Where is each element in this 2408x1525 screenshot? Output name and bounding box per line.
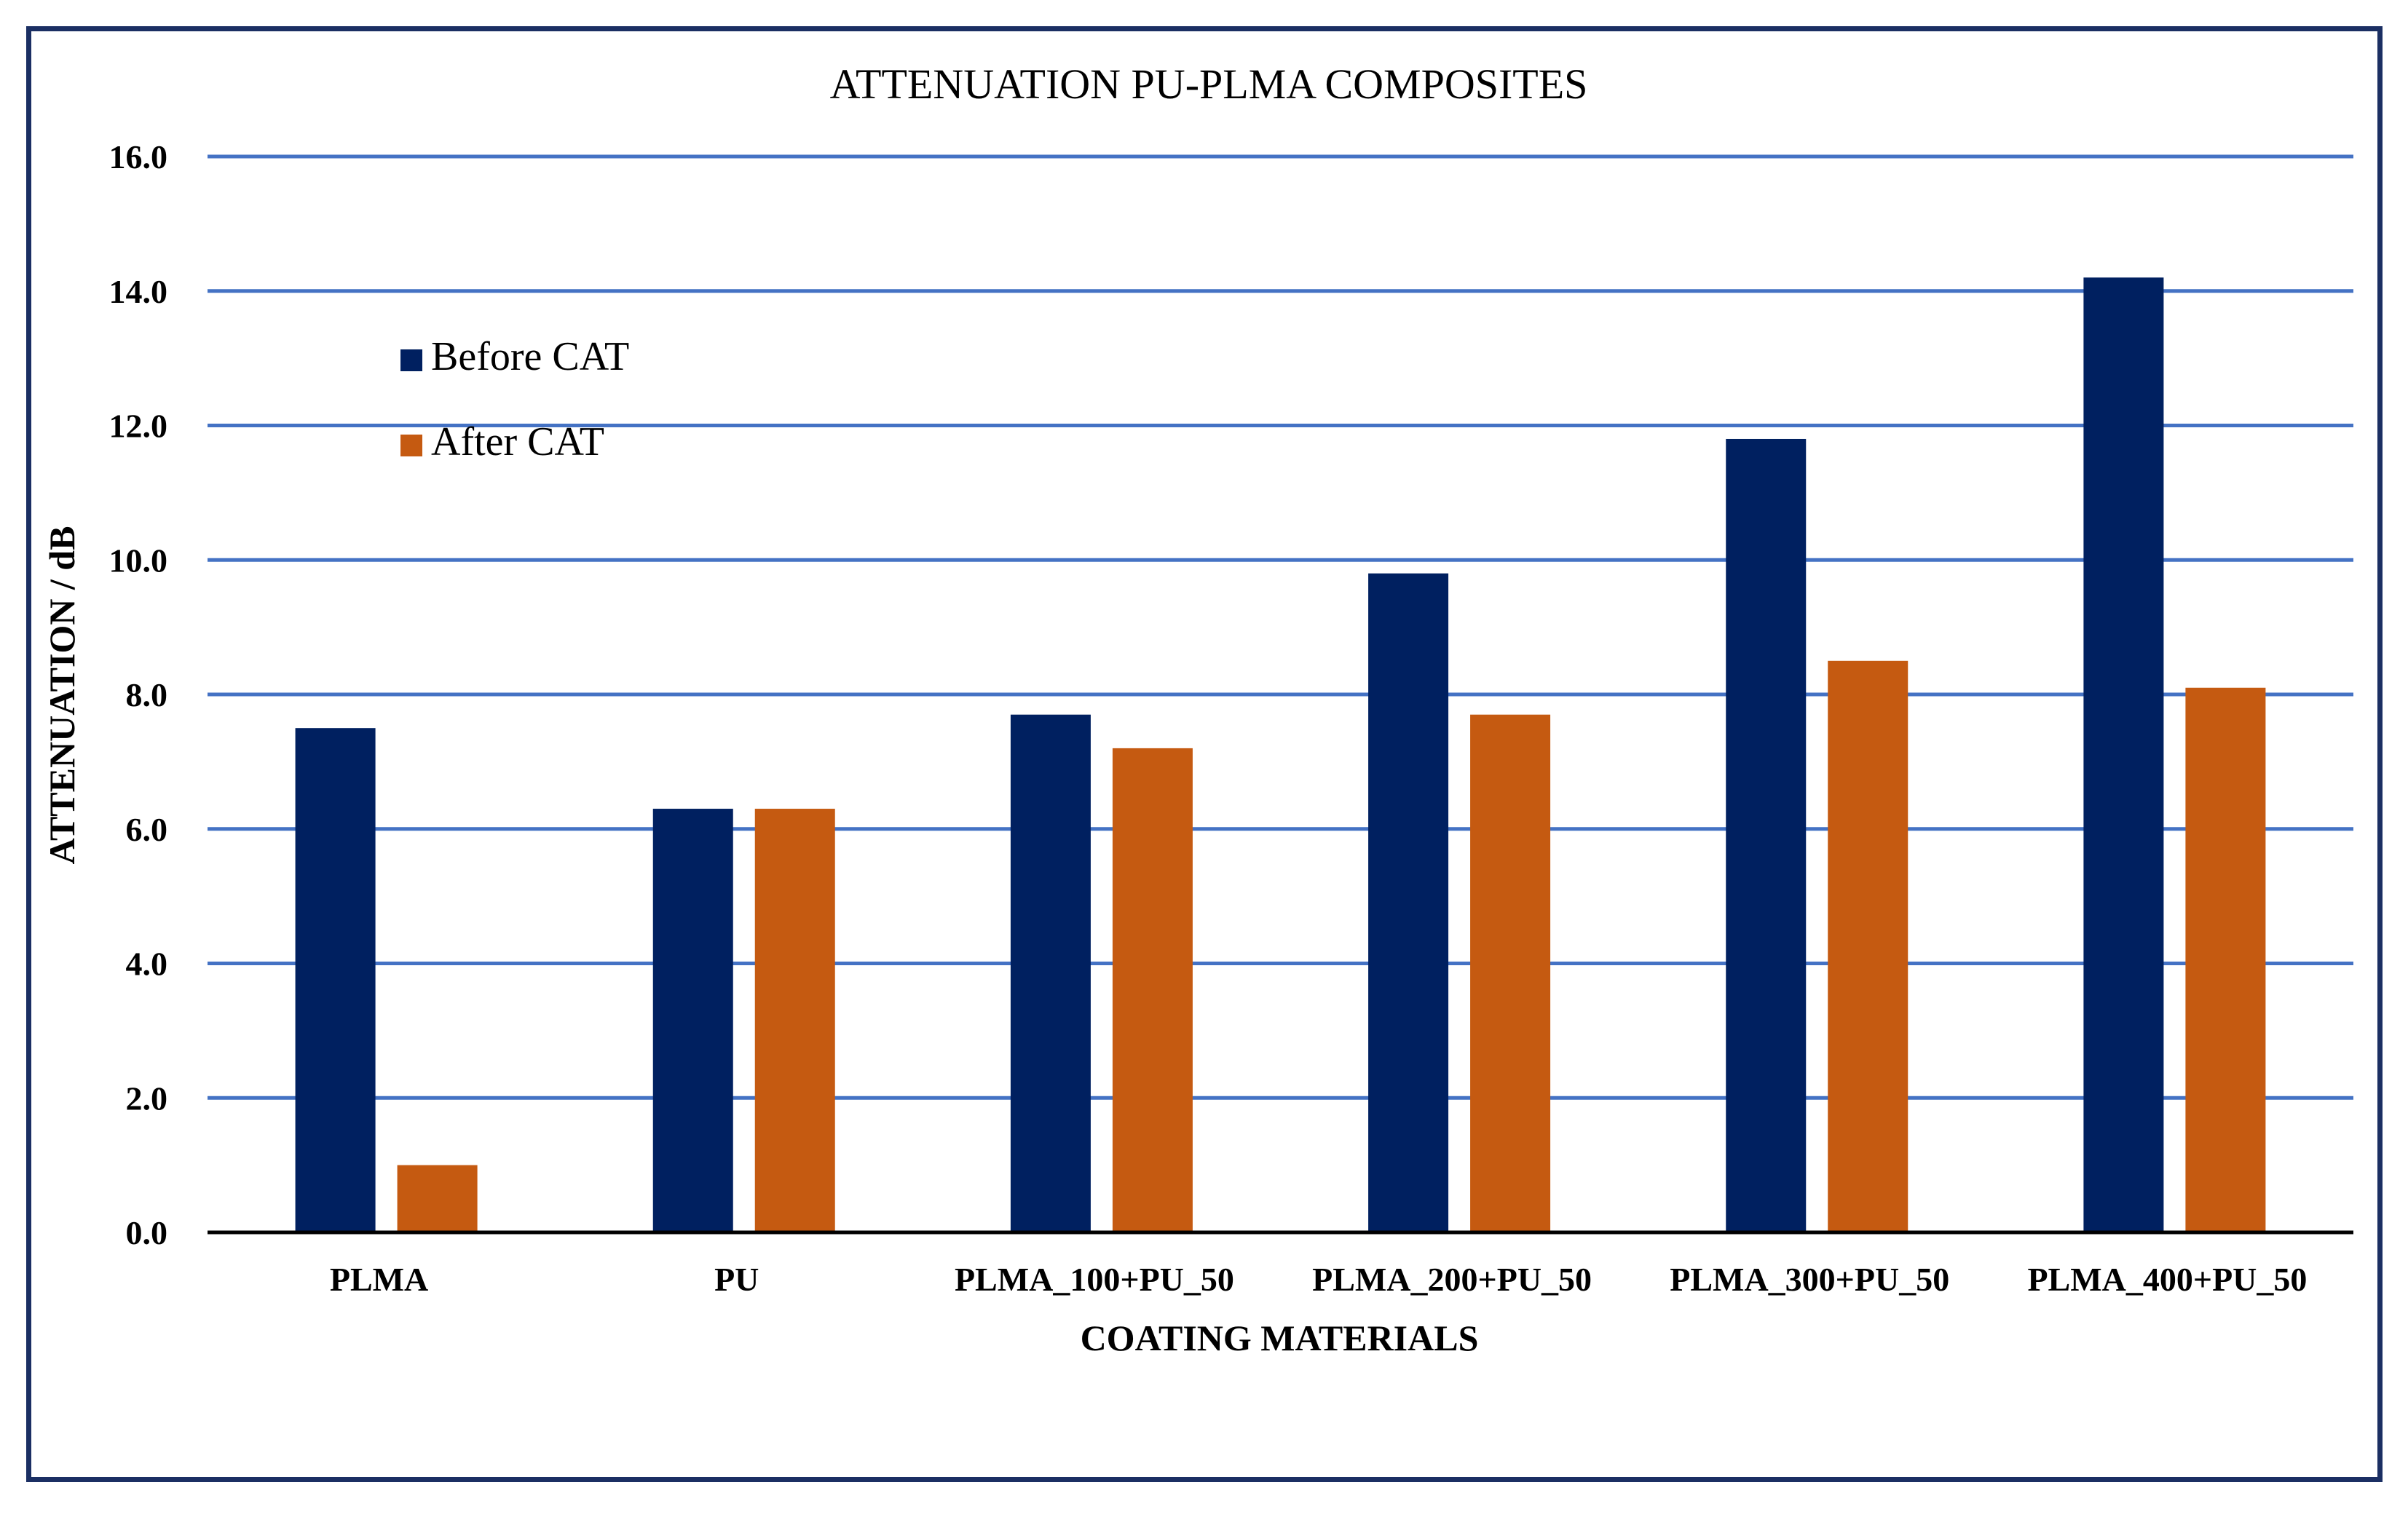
y-tick-label: 14.0 xyxy=(109,273,168,310)
x-tick-label: PU xyxy=(714,1261,759,1298)
bar-after-2 xyxy=(1112,748,1193,1232)
bar-before-1 xyxy=(652,809,733,1232)
y-tick-label: 8.0 xyxy=(126,676,168,713)
bars xyxy=(295,277,2266,1232)
chart-title: ATTENUATION PU-PLMA COMPOSITES xyxy=(830,60,1588,108)
bar-before-0 xyxy=(295,728,376,1232)
legend: Before CAT After CAT xyxy=(400,334,629,464)
legend-swatch xyxy=(400,435,422,456)
bar-after-5 xyxy=(2185,687,2266,1232)
bar-after-3 xyxy=(1470,714,1551,1232)
y-tick-label: 0.0 xyxy=(126,1214,168,1251)
y-tick-label: 2.0 xyxy=(126,1080,168,1117)
gridlines xyxy=(208,154,2353,1100)
y-tick-label: 12.0 xyxy=(109,408,168,445)
y-axis-label: ATTENUATION / dB xyxy=(42,526,82,865)
x-tick-label: PLMA_400+PU_50 xyxy=(2027,1261,2307,1298)
x-axis-label: COATING MATERIALS xyxy=(1081,1318,1479,1358)
bar-before-5 xyxy=(2083,277,2164,1232)
bar-before-2 xyxy=(1010,714,1091,1232)
y-axis-ticks: 0.0 2.0 4.0 6.0 8.0 10.0 12.0 14.0 16.0 xyxy=(109,138,168,1251)
legend-label: Before CAT xyxy=(431,334,629,379)
bar-before-4 xyxy=(1726,438,1807,1232)
y-tick-label: 16.0 xyxy=(109,138,168,175)
x-tick-label: PLMA_100+PU_50 xyxy=(955,1261,1234,1298)
y-tick-label: 4.0 xyxy=(126,946,168,983)
bar-after-0 xyxy=(397,1165,478,1232)
legend-swatch xyxy=(400,349,422,371)
x-axis-ticks: PLMA PU PLMA_100+PU_50 PLMA_200+PU_50 PLMA_3… xyxy=(330,1261,2308,1298)
legend-label: After CAT xyxy=(431,419,604,464)
y-tick-label: 10.0 xyxy=(109,542,168,579)
x-tick-label: PLMA_300+PU_50 xyxy=(1670,1261,1949,1298)
y-tick-label: 6.0 xyxy=(126,811,168,848)
chart-frame xyxy=(26,26,2383,1482)
bar-after-4 xyxy=(1828,660,1908,1232)
bar-after-1 xyxy=(754,809,835,1232)
x-tick-label: PLMA xyxy=(330,1261,428,1298)
x-tick-label: PLMA_200+PU_50 xyxy=(1312,1261,1592,1298)
bar-before-3 xyxy=(1368,573,1449,1232)
